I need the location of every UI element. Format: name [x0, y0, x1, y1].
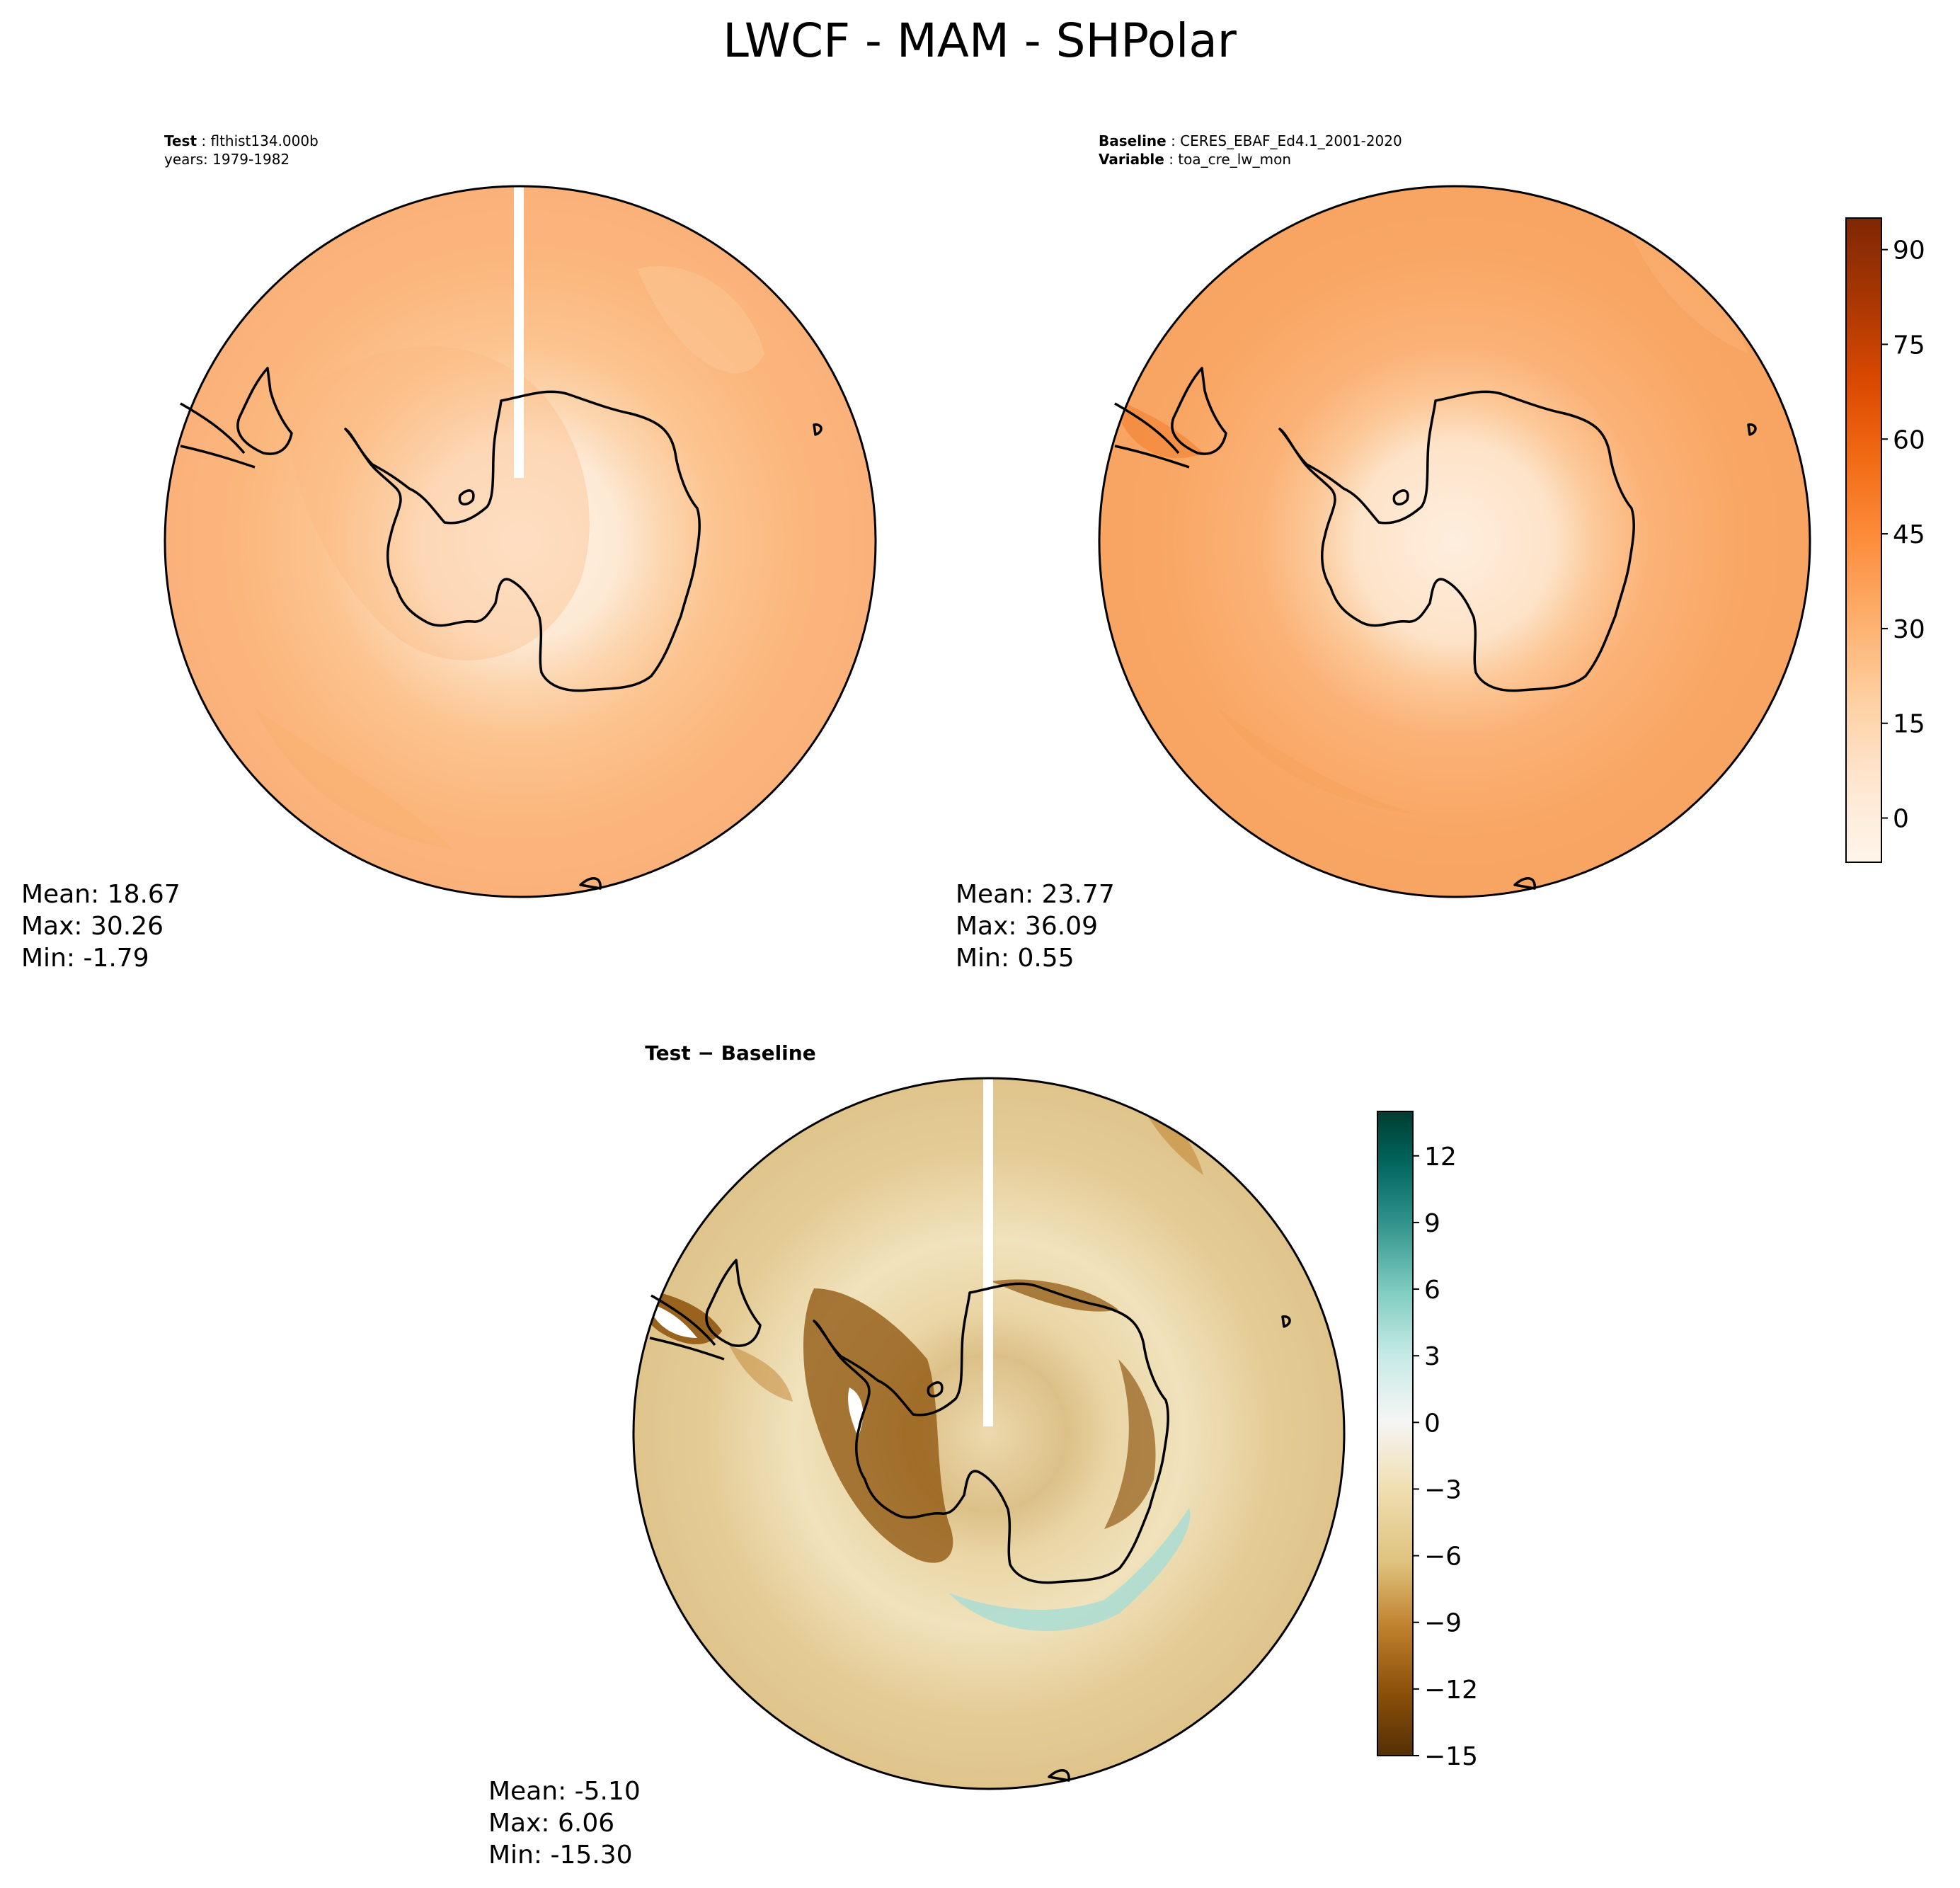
colorbar-difference-tick-label: 3	[1424, 1342, 1440, 1371]
colorbar-lwcf-tick-label: 60	[1893, 425, 1925, 454]
colorbar-difference-tick-label: −12	[1424, 1676, 1478, 1705]
difference-panel: Test − Baseline Mean: -5.10 Max: 6.06 Mi…	[488, 1041, 1346, 1870]
difference-coastlines	[649, 1259, 1291, 1782]
test-label: Test : flthist134.000b	[164, 132, 319, 149]
figure-title: LWCF - MAM - SHPolar	[723, 13, 1237, 68]
test-coastlines	[180, 367, 823, 890]
colorbar-difference-tick-label: −3	[1424, 1475, 1462, 1504]
colorbar-difference-tick-label: 6	[1424, 1276, 1440, 1305]
difference-max: Max: 6.06	[488, 1809, 614, 1838]
colorbar-lwcf-tick-label: 45	[1893, 520, 1925, 549]
difference-min: Min: -15.30	[488, 1841, 633, 1870]
colorbar-difference-tick-label: 0	[1424, 1409, 1440, 1438]
colorbar-lwcf-tick-label: 15	[1893, 710, 1925, 739]
colorbar-difference-tick-label: 9	[1424, 1209, 1440, 1238]
colorbar-difference: −15 −12 −9 −6 −3 0 3 6 9 12	[1377, 1111, 1478, 1771]
colorbar-difference-tick-label: −6	[1424, 1543, 1462, 1572]
difference-title: Test − Baseline	[645, 1041, 815, 1065]
colorbar-lwcf-tick-label: 0	[1893, 805, 1909, 834]
baseline-max: Max: 36.09	[956, 912, 1098, 941]
baseline-variable: Variable : toa_cre_lw_mon	[1099, 151, 1291, 168]
colorbar-difference-tick-label: −15	[1424, 1742, 1478, 1771]
colorbar-lwcf: 0 15 30 45 60 75 90	[1845, 217, 1925, 863]
test-min: Min: -1.79	[21, 944, 149, 973]
test-years: years: 1979-1982	[164, 151, 290, 168]
test-panel: Test : flthist134.000b years: 1979-1982 …	[21, 132, 877, 973]
colorbar-difference-tick-label: −9	[1424, 1609, 1462, 1638]
baseline-coastlines	[1114, 367, 1757, 890]
difference-mean: Mean: -5.10	[488, 1777, 641, 1806]
colorbar-difference-ticks: −15 −12 −9 −6 −3 0 3 6 9 12	[1413, 1143, 1478, 1771]
colorbar-lwcf-ticks: 0 15 30 45 60 75 90	[1881, 236, 1925, 834]
colorbar-difference-tick-label: 12	[1424, 1143, 1457, 1172]
baseline-min: Min: 0.55	[956, 944, 1074, 973]
colorbar-lwcf-tick-label: 30	[1893, 615, 1925, 644]
baseline-panel: Baseline : CERES_EBAF_Ed4.1_2001-2020 Va…	[956, 132, 1811, 973]
baseline-map-field	[1099, 186, 1810, 897]
colorbar-lwcf-tick-label: 90	[1893, 236, 1925, 265]
colorbar-lwcf-tick-label: 75	[1893, 331, 1925, 360]
baseline-label: Baseline : CERES_EBAF_Ed4.1_2001-2020	[1099, 132, 1402, 149]
baseline-mean: Mean: 23.77	[956, 880, 1115, 909]
test-max: Max: 30.26	[21, 912, 164, 941]
test-mean: Mean: 18.67	[21, 880, 180, 909]
